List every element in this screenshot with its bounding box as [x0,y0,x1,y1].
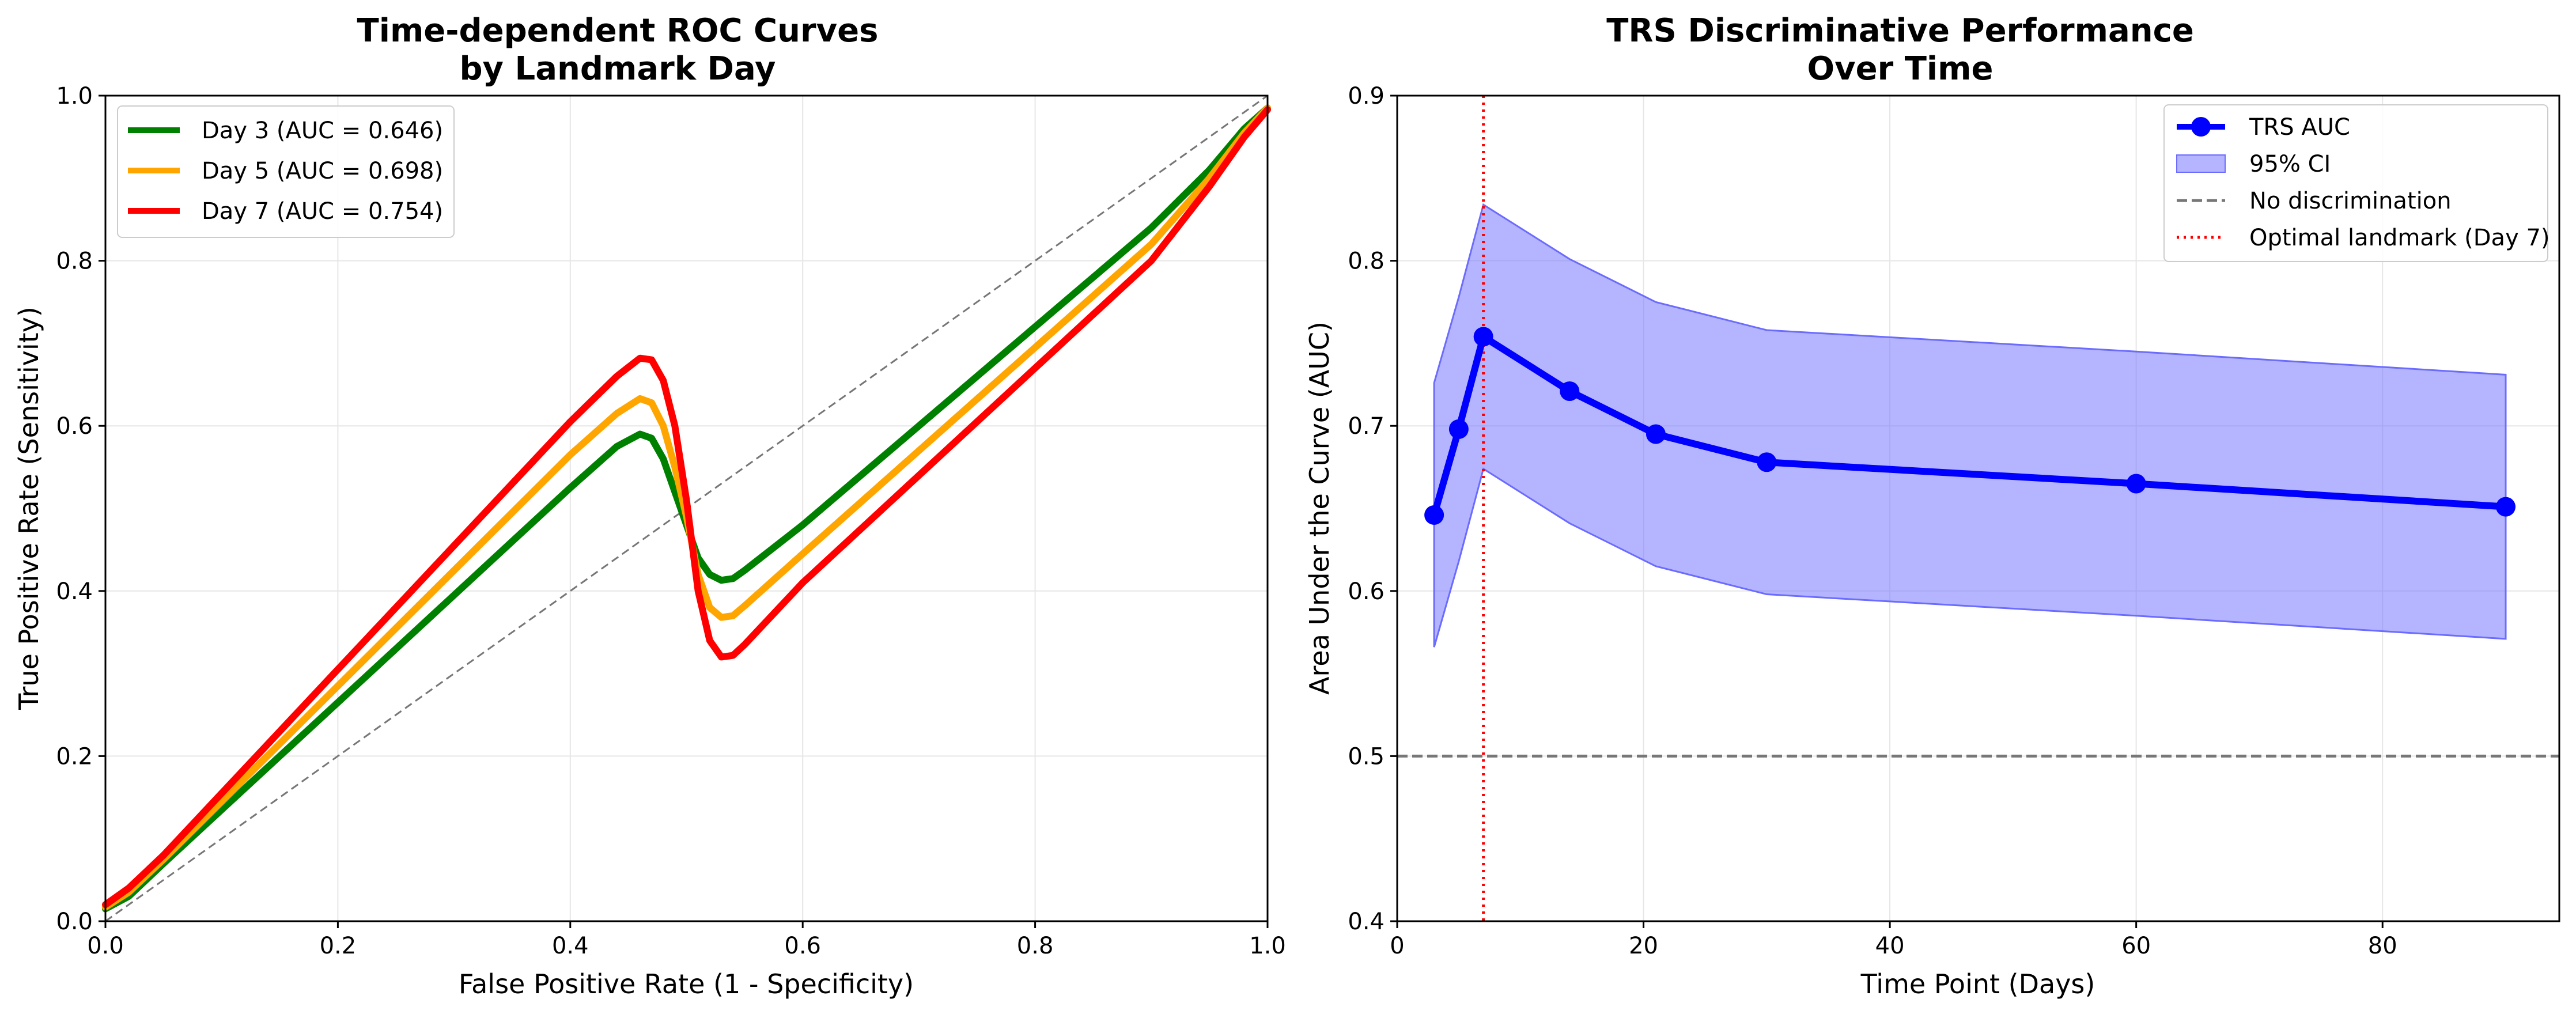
roc-series-group [102,104,1271,913]
auc-legend-label-no-discrimination: No discrimination [2249,188,2452,214]
auc-y-tick-label: 0.9 [1348,83,1385,109]
auc-panel: TRS Discriminative Performance Over Time… [1304,12,2560,1000]
roc-x-tick-label: 0.0 [87,933,124,959]
auc-y-tick-label: 0.5 [1348,743,1385,770]
auc-trs-point [1646,424,1666,444]
auc-title-line-1: TRS Discriminative Performance [1606,12,2194,50]
roc-y-tick-label: 0.4 [56,578,93,605]
auc-legend-box [2163,104,2548,262]
roc-x-tick-label: 0.2 [320,933,357,959]
roc-panel: Time-dependent ROC Curves by Landmark Da… [13,12,1286,1000]
roc-legend-label-day7: Day 7 (AUC = 0.754) [202,198,443,225]
auc-legend-label-optimal-landmark: Optimal landmark (Day 7) [2249,225,2550,251]
auc-y-tick-label: 0.8 [1348,248,1385,275]
auc-legend-label-ci: 95% CI [2249,151,2331,177]
auc-legend-marker-trs [2191,117,2211,137]
roc-curve-series-0 [102,104,1271,913]
auc-plot-frame [1396,94,2560,922]
roc-title-line-2: by Landmark Day [459,50,776,88]
auc-trs-point [1757,452,1777,472]
roc-x-tick-label: 0.6 [784,933,821,959]
auc-x-axis-label: Time Point (Days) [1860,968,2095,1000]
auc-x-tick-label: 80 [2368,933,2397,959]
auc-trs-point [1448,419,1469,439]
auc-trs-line [1431,333,2506,516]
auc-ci-band [1433,203,2507,648]
auc-y-axis-label: Area Under the Curve (AUC) [1304,321,1335,695]
auc-legend-label-trs: TRS AUC [2249,114,2350,141]
auc-y-tick-label: 0.7 [1348,413,1385,440]
roc-x-axis-label: False Positive Rate (1 - Specificity) [459,968,914,1000]
auc-x-tick-label: 40 [1875,933,1905,959]
roc-title-line-1: Time-dependent ROC Curves [357,12,879,50]
roc-x-tick-label: 0.4 [552,933,589,959]
roc-legend-label-day3: Day 3 (AUC = 0.646) [202,118,443,144]
auc-y-tick-label: 0.6 [1348,578,1385,605]
auc-x-tick-label: 0 [1390,933,1404,959]
auc-legend-swatch-ci [2176,154,2226,173]
roc-y-tick-label: 0.2 [56,743,93,770]
auc-trs-point [1473,327,1493,347]
auc-y-tick-label: 0.4 [1348,909,1385,935]
roc-legend-box [117,105,455,238]
roc-x-tick-label: 1.0 [1249,933,1286,959]
auc-reference-lines [1397,96,2559,921]
roc-y-tick-label: 0.0 [56,909,93,935]
auc-trs-point [1424,505,1444,525]
auc-title-line-2: Over Time [1807,50,1994,88]
auc-series-group [1424,327,2516,525]
auc-trs-point [2126,474,2146,494]
auc-x-tick-label: 20 [1629,933,1658,959]
auc-ticks: 0 20 40 60 80 0.4 0.5 0.6 0.7 0.8 0.9 [1348,83,2397,959]
roc-y-tick-label: 0.6 [56,413,93,440]
auc-legend: TRS AUC 95% CI No discrimination Optimal… [2163,104,2550,262]
roc-curve-series-1 [102,104,1271,911]
auc-ci-band-group [1433,203,2507,648]
auc-trs-point [1560,381,1580,402]
roc-y-axis-label: True Positive Rate (Sensitivity) [13,306,44,710]
auc-x-tick-label: 60 [2121,933,2151,959]
roc-ticks: 0.0 0.2 0.4 0.6 0.8 1.0 0.0 0.2 0.4 0.6 0.8 1.0 [56,83,1285,959]
roc-curve-series-2 [102,106,1271,909]
roc-plot-frame [104,94,1269,922]
roc-x-tick-label: 0.8 [1017,933,1054,959]
auc-trs-point [2496,497,2516,517]
roc-y-tick-label: 0.8 [56,248,93,275]
roc-legend-label-day5: Day 5 (AUC = 0.698) [202,158,443,184]
roc-y-tick-label: 1.0 [56,83,93,109]
roc-legend: Day 3 (AUC = 0.646) Day 5 (AUC = 0.698) … [117,105,455,238]
